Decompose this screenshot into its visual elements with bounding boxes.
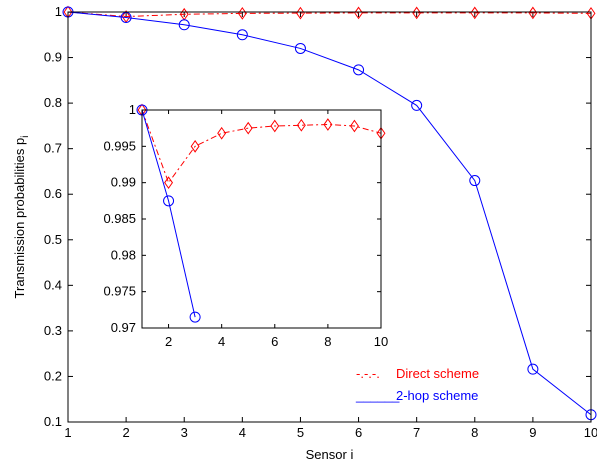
main-x-tick-label: 6 (355, 425, 362, 440)
inset-x-tick-label: 2 (165, 334, 172, 349)
main-y-tick-label: 0.3 (44, 323, 62, 338)
inset-series-0-point-6 (296, 118, 306, 132)
y-axis-label: Transmission probabilities pi (12, 136, 31, 299)
main-series-1-point-3 (236, 29, 248, 41)
main-x-tick-label: 3 (181, 425, 188, 440)
inset-y-tick-label: 0.97 (111, 320, 136, 335)
main-plot-frame (67, 11, 592, 423)
main-x-tick-label: 4 (239, 425, 246, 440)
inset-x-tick-label: 6 (271, 334, 278, 349)
main-x-tick-label: 5 (297, 425, 304, 440)
main-series-1-point-4 (294, 42, 306, 54)
x-axis-label: Sensor i (306, 447, 354, 462)
y-axis-label-text: Transmission probabilities p (12, 138, 27, 299)
inset-series-0-point-2 (190, 139, 200, 153)
inset-x-tick-label: 8 (324, 334, 331, 349)
legend-line-sample-0: -.-.-. (356, 366, 380, 381)
inset-series-0-point-8 (349, 119, 359, 133)
main-x-tick-label: 2 (122, 425, 129, 440)
main-x-tick-label: 1 (64, 425, 71, 440)
inset-series-0-point-3 (217, 126, 227, 140)
legend-label-1: 2-hop scheme (396, 388, 478, 403)
main-series-1-point-7 (469, 175, 481, 187)
main-y-tick-label: 0.4 (44, 277, 62, 292)
main-y-tick-label: 0.2 (44, 368, 62, 383)
main-y-tick-label: 0.9 (44, 50, 62, 65)
main-y-tick-label: 1 (55, 4, 62, 19)
inset-series-1-point-2 (189, 311, 201, 323)
main-y-tick-label: 0.6 (44, 186, 62, 201)
inset-series-line-0 (141, 109, 382, 184)
inset-y-tick-label: 0.995 (103, 138, 136, 153)
inset-series-0-point-5 (270, 119, 280, 133)
main-series-0-point-7 (470, 6, 480, 20)
main-series-0-point-8 (528, 6, 538, 20)
main-series-1-point-8 (527, 363, 539, 375)
main-y-tick-label: 0.1 (44, 414, 62, 429)
legend-label-0: Direct scheme (396, 366, 479, 381)
inset-series-0-point-4 (243, 121, 253, 135)
main-y-tick-label: 0.7 (44, 141, 62, 156)
inset-plot: 2 4 6 8 10 0.97 0.975 0.98 0.985 0.99 0.995 1 (100, 98, 392, 356)
main-x-tick-label: 8 (471, 425, 478, 440)
main-series-1-point-6 (411, 99, 423, 111)
main-series-1-point-5 (353, 64, 365, 76)
inset-plot-frame (141, 109, 382, 329)
inset-y-tick-label: 0.985 (103, 211, 136, 226)
inset-x-tick-label: 4 (218, 334, 225, 349)
inset-series-line-1 (141, 109, 196, 318)
y-axis-label-subscript: i (20, 136, 31, 138)
inset-series-1-point-1 (163, 195, 175, 207)
main-x-tick-label: 7 (413, 425, 420, 440)
main-series-0-point-6 (412, 6, 422, 20)
main-series-line-1 (67, 11, 592, 416)
inset-series-0-point-7 (323, 118, 333, 131)
legend-line-sample-1: ______ (355, 388, 400, 403)
inset-y-tick-label: 0.99 (111, 175, 136, 190)
main-y-tick-label: 0.8 (44, 95, 62, 110)
inset-y-tick-label: 0.975 (103, 284, 136, 299)
inset-plot-area (142, 110, 381, 328)
main-series-line-0 (67, 11, 592, 18)
inset-y-tick-label: 1 (129, 102, 136, 117)
main-series-0-point-5 (354, 6, 364, 20)
main-y-tick-label: 0.5 (44, 232, 62, 247)
main-x-tick-label: 9 (529, 425, 536, 440)
main-series-1-point-2 (178, 19, 190, 31)
inset-y-tick-label: 0.98 (111, 247, 136, 262)
inset-x-tick-label: 10 (374, 334, 388, 349)
inset-series-0-point-1 (164, 176, 174, 190)
main-series-0-point-4 (295, 6, 305, 20)
main-x-tick-label: 10 (584, 425, 597, 440)
